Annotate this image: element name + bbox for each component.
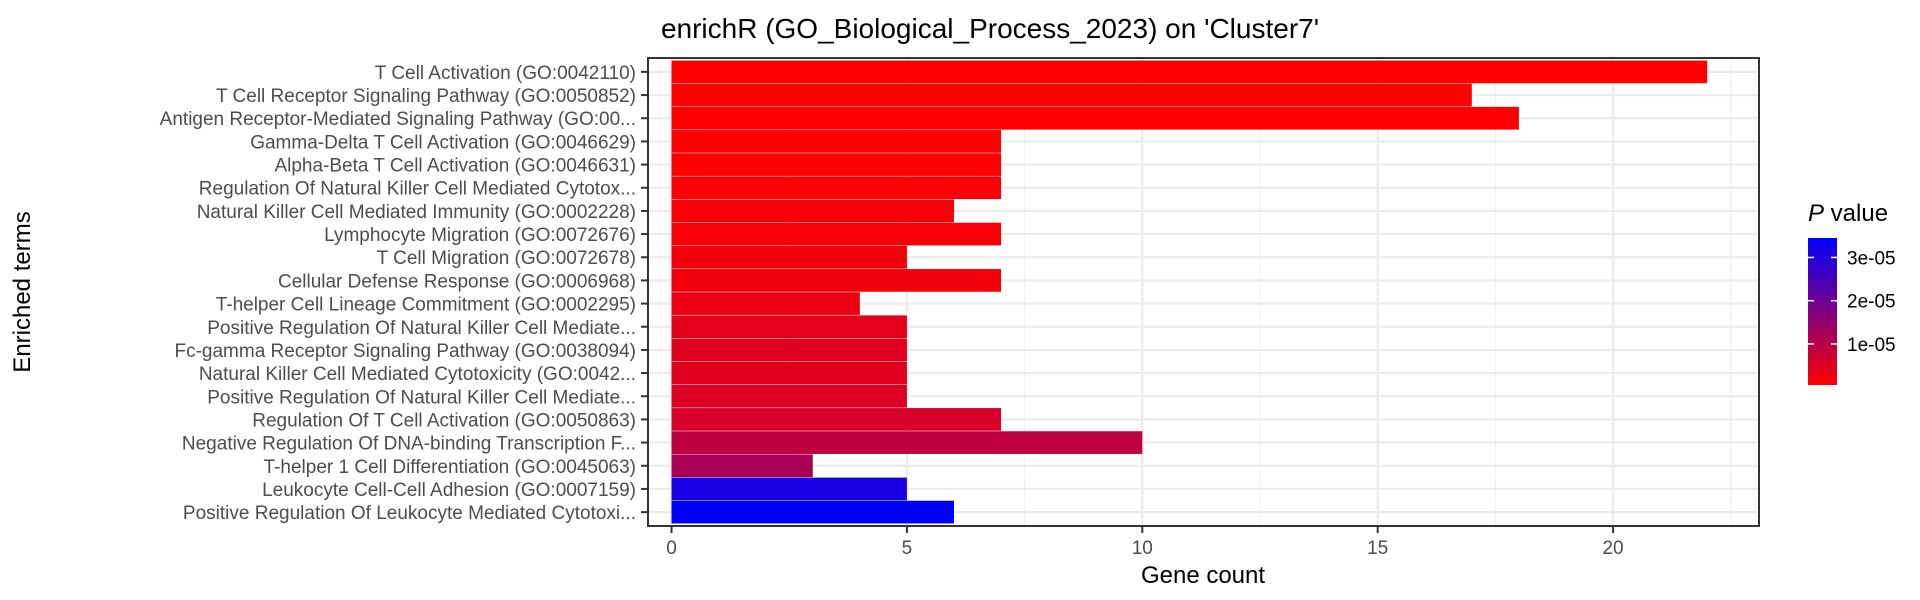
bar <box>671 83 1472 107</box>
legend: P value 3e-05 2e-05 1e-05 <box>1808 200 1896 385</box>
bar <box>671 176 1002 200</box>
x-ticks: 0 5 10 15 20 <box>666 526 1624 559</box>
bar <box>671 477 907 501</box>
bar <box>671 199 954 223</box>
y-tick-label: Positive Regulation Of Leukocyte Mediate… <box>183 503 636 524</box>
y-tick-label: Fc-gamma Receptor Signaling Pathway (GO:… <box>174 341 636 362</box>
legend-tick-label: 3e-05 <box>1847 248 1896 269</box>
y-tick-label: Alpha-Beta T Cell Activation (GO:0046631… <box>274 156 636 177</box>
x-tick-label: 15 <box>1367 538 1388 559</box>
x-tick-label: 0 <box>666 538 677 559</box>
y-tick-label: Regulation Of Natural Killer Cell Mediat… <box>199 179 636 200</box>
bar <box>671 292 860 315</box>
chart-title: enrichR (GO_Biological_Process_2023) on … <box>661 13 1319 44</box>
y-tick-label: Negative Regulation Of DNA-binding Trans… <box>182 434 636 455</box>
plot-panel-border <box>647 57 1760 527</box>
y-tick-label: Natural Killer Cell Mediated Immunity (G… <box>197 202 636 223</box>
bar <box>671 361 907 385</box>
legend-title-p: P <box>1808 200 1824 227</box>
bar <box>671 384 907 408</box>
bar <box>671 431 1143 454</box>
y-tick-label: Regulation Of T Cell Activation (GO:0050… <box>252 410 636 431</box>
y-tick-label: Antigen Receptor-Mediated Signaling Path… <box>160 109 636 130</box>
bar <box>671 130 1002 153</box>
y-tick-label: Gamma-Delta T Cell Activation (GO:004662… <box>250 132 636 153</box>
bar <box>671 245 907 269</box>
legend-title-rest: value <box>1824 200 1888 227</box>
bar <box>671 315 907 339</box>
y-tick-label: Leukocyte Cell-Cell Adhesion (GO:0007159… <box>262 480 636 501</box>
y-tick-label: T-helper 1 Cell Differentiation (GO:0045… <box>264 457 636 478</box>
bar <box>671 269 1002 292</box>
y-tick-label: Cellular Defense Response (GO:0006968) <box>278 271 636 292</box>
y-tick-label: T Cell Activation (GO:0042110) <box>375 63 636 84</box>
legend-colorbar <box>1808 238 1837 385</box>
bars <box>671 60 1708 524</box>
x-tick-label: 5 <box>902 538 913 559</box>
y-tick-label: T Cell Receptor Signaling Pathway (GO:00… <box>216 86 636 107</box>
bar <box>671 153 1002 176</box>
x-axis-label: Gene count <box>1141 562 1265 589</box>
y-tick-label: Natural Killer Cell Mediated Cytotoxicit… <box>199 364 636 385</box>
x-tick-label: 10 <box>1132 538 1153 559</box>
y-tick-label: T Cell Migration (GO:0072678) <box>377 248 636 269</box>
x-tick-label: 20 <box>1602 538 1623 559</box>
y-tick-labels: T Cell Activation (GO:0042110)T Cell Rec… <box>160 63 648 524</box>
legend-tick-label: 2e-05 <box>1847 292 1896 313</box>
legend-tick-label: 1e-05 <box>1847 335 1896 356</box>
bar <box>671 106 1519 130</box>
y-tick-label: Positive Regulation Of Natural Killer Ce… <box>207 318 636 339</box>
bar <box>671 408 1002 431</box>
legend-title: P value <box>1808 200 1888 227</box>
legend-ticks: 3e-05 2e-05 1e-05 <box>1808 248 1896 356</box>
bar <box>671 454 813 478</box>
y-tick-label: T-helper Cell Lineage Commitment (GO:000… <box>216 295 636 316</box>
bar <box>671 60 1708 84</box>
y-tick-label: Positive Regulation Of Natural Killer Ce… <box>207 387 636 408</box>
bar <box>671 222 1002 246</box>
y-axis-label: Enriched terms <box>9 211 36 372</box>
bar <box>671 500 954 524</box>
bar <box>671 338 907 362</box>
y-tick-label: Lymphocyte Migration (GO:0072676) <box>324 225 636 246</box>
